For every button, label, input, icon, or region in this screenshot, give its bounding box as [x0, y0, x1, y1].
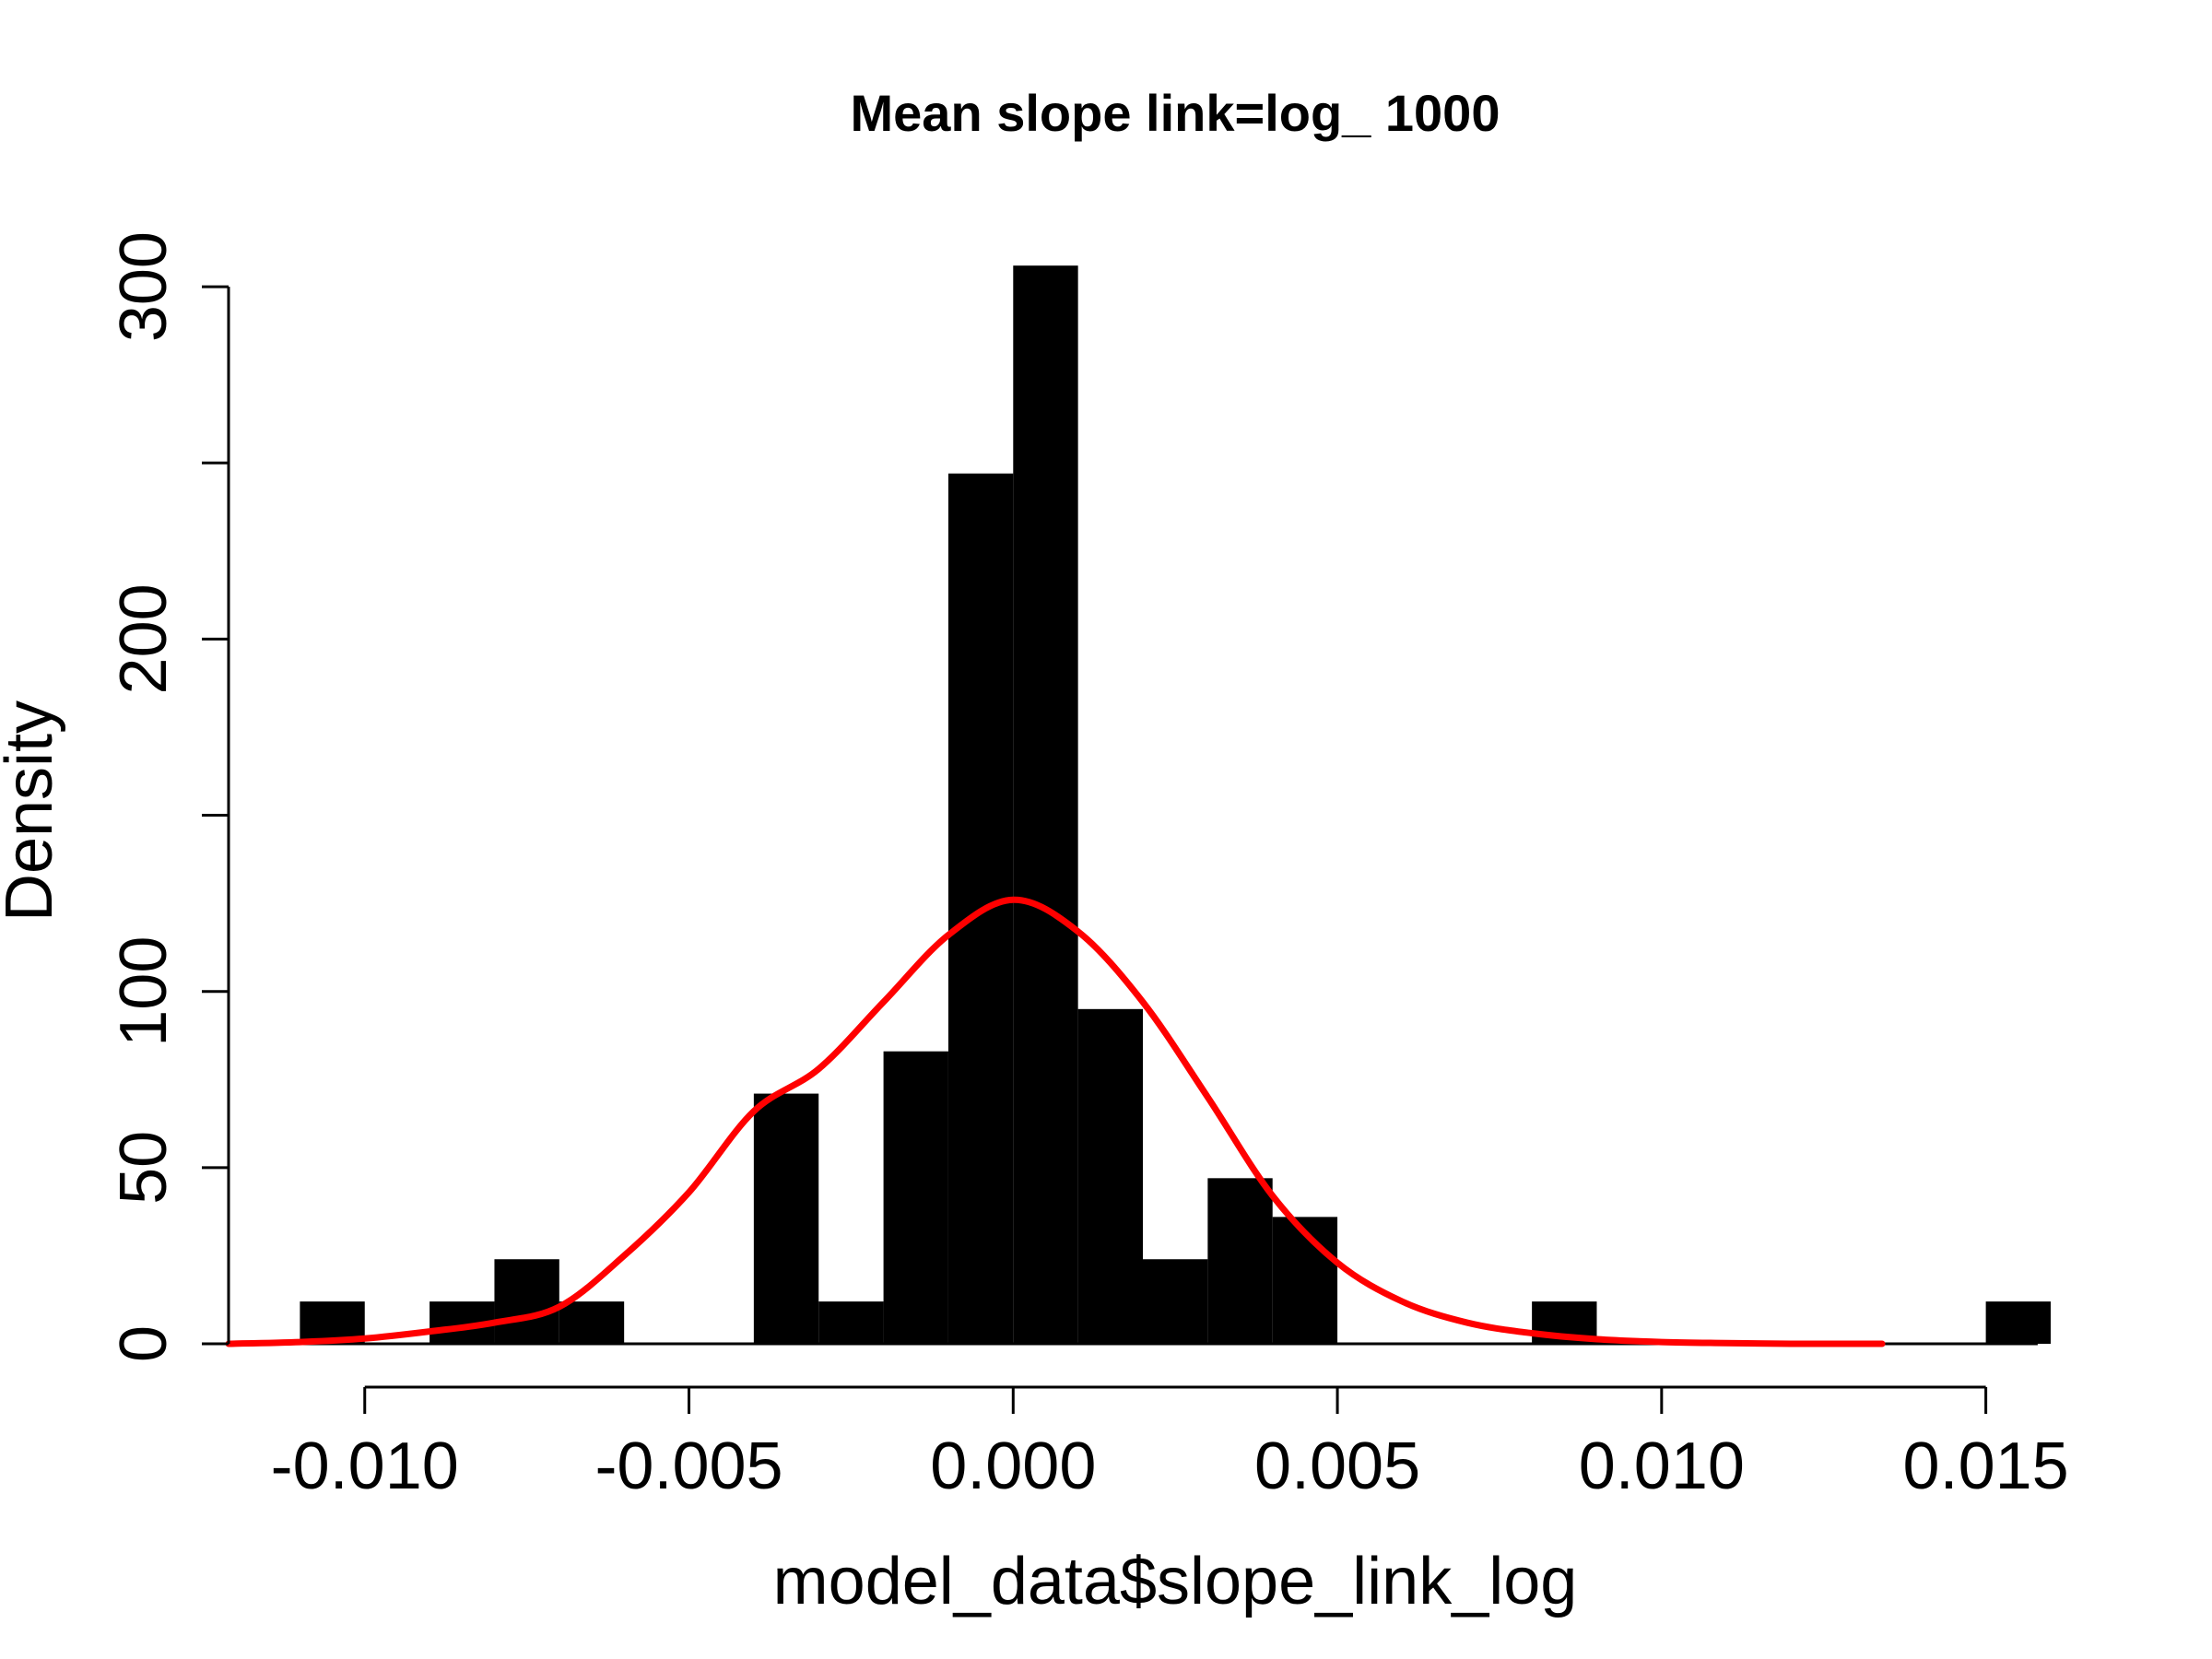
- histogram-bar: [753, 1093, 819, 1344]
- x-tick-label: 0.015: [1903, 1430, 2069, 1503]
- density-curve: [225, 896, 1886, 1347]
- histogram-bar: [1077, 1008, 1143, 1344]
- x-tick-label: 0.000: [930, 1430, 1096, 1503]
- histogram-bar: [1143, 1259, 1208, 1344]
- x-tick-label: 0.010: [1579, 1430, 1745, 1503]
- y-tick-label: 200: [107, 583, 181, 694]
- x-tick-label: 0.005: [1254, 1430, 1420, 1503]
- histogram-bar: [818, 1301, 884, 1344]
- histogram-bar: [1985, 1301, 2051, 1344]
- y-axis-label: Density: [0, 700, 66, 922]
- histogram-bar: [1272, 1217, 1338, 1344]
- y-tick-label: 0: [107, 1325, 181, 1362]
- histogram-bar: [1013, 265, 1078, 1345]
- y-tick-label: 300: [107, 231, 181, 342]
- y-axis: 0 50 100 200 300: [107, 231, 230, 1362]
- histogram-bar: [1207, 1178, 1273, 1344]
- histogram-bar: [559, 1301, 625, 1344]
- chart-title: Mean slope link=log_ 1000: [851, 84, 1500, 142]
- x-tick-label: -0.010: [271, 1430, 459, 1503]
- histogram-bar: [883, 1051, 948, 1344]
- x-axis: -0.010 -0.005 0.000 0.005 0.010 0.015: [271, 1385, 2069, 1503]
- x-axis-label: model_data$slope_link_log: [773, 1545, 1578, 1618]
- y-tick-label: 100: [107, 936, 181, 1047]
- x-tick-label: -0.005: [594, 1430, 782, 1503]
- y-tick-label: 50: [107, 1131, 181, 1205]
- histogram-bars: [267, 265, 2051, 1346]
- histogram-bar: [494, 1259, 559, 1344]
